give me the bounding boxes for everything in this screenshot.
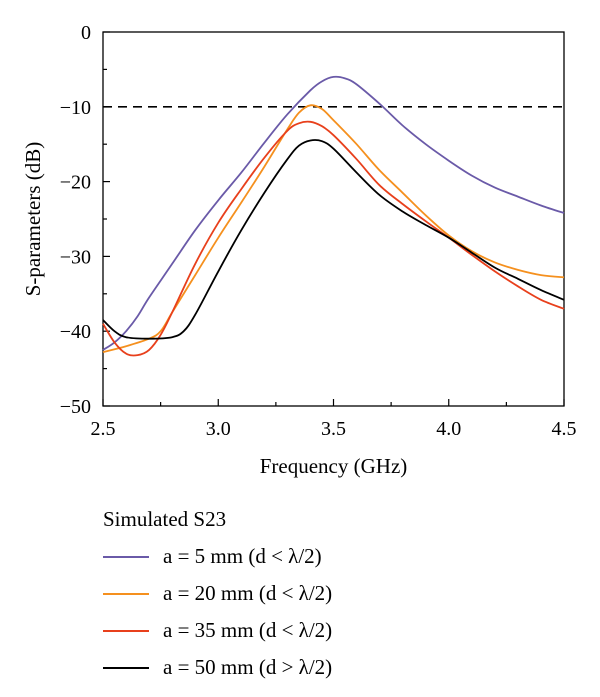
legend-label: a = 35 mm (d < λ/2) (163, 618, 333, 642)
series-line-0 (102, 75, 565, 351)
legend-item: a = 50 mm (d > λ/2) (103, 649, 332, 686)
legend: Simulated S23 a = 5 mm (d < λ/2) a = 20 … (103, 504, 332, 686)
x-tick-label: 4.0 (436, 418, 461, 440)
tick-labels: 0 −10 −20 −30 −40 −502.5 3.0 3.5 4.0 4.5 (60, 22, 577, 440)
x-tick-label: 2.5 (91, 418, 116, 440)
y-tick-label: 0 (81, 22, 91, 44)
y-axis-title: S-parameters (dB) (21, 142, 45, 297)
x-tick-label: 4.5 (552, 418, 577, 440)
plot-frame (102, 31, 565, 407)
y-tick-label: −50 (60, 396, 91, 418)
series-line-3 (102, 139, 565, 340)
y-tick-label: −40 (60, 321, 91, 343)
series-lines (102, 75, 565, 357)
legend-item: a = 5 mm (d < λ/2) (103, 538, 332, 575)
series-line-1 (102, 104, 565, 353)
y-tick-label: −20 (60, 172, 91, 194)
y-tick-label: −10 (60, 97, 91, 119)
legend-item: a = 20 mm (d < λ/2) (103, 575, 332, 612)
x-tick-label: 3.5 (321, 418, 346, 440)
legend-swatch-3 (103, 666, 149, 669)
legend-swatch-2 (103, 629, 149, 632)
legend-swatch-0 (103, 555, 149, 558)
axis-ticks (102, 31, 565, 407)
x-tick-label: 3.0 (206, 418, 231, 440)
y-tick-label: −30 (60, 246, 91, 268)
legend-item: a = 35 mm (d < λ/2) (103, 612, 332, 649)
legend-label: a = 20 mm (d < λ/2) (163, 581, 333, 605)
legend-swatch-1 (103, 592, 149, 595)
series-line-2 (102, 120, 565, 357)
legend-label: a = 5 mm (d < λ/2) (163, 544, 322, 568)
legend-label: a = 50 mm (d > λ/2) (163, 655, 333, 679)
chart: 0 −10 −20 −30 −40 −502.5 3.0 3.5 4.0 4.5 Frequenc… (21, 22, 577, 478)
legend-title: Simulated S23 (103, 507, 227, 531)
x-axis-title: Frequency (GHz) (260, 454, 408, 478)
